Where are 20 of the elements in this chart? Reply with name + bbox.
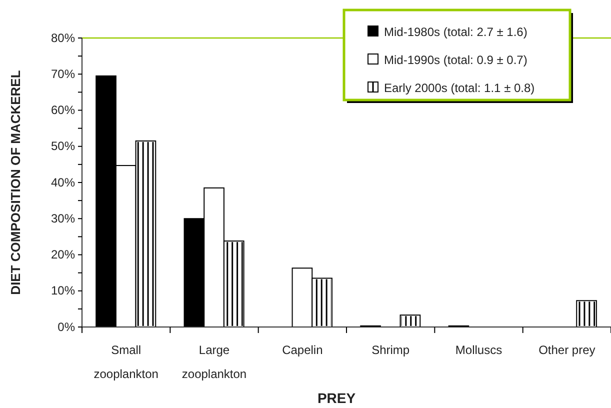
y-tick-label: 50%: [50, 139, 76, 154]
x-tick-label: Capelin: [282, 343, 323, 357]
x-tick-label: Other prey: [538, 343, 596, 357]
x-tick-label: Shrimp: [372, 343, 410, 357]
legend-label: Mid-1990s (total: 0.9 ± 0.7): [384, 53, 528, 67]
x-tick-label: Molluscs: [455, 343, 502, 357]
y-tick-label: 10%: [50, 284, 76, 298]
legend-label: Early 2000s (total: 1.1 ± 0.8): [384, 81, 535, 95]
y-tick-label: 20%: [50, 248, 76, 262]
x-axis-title: PREY: [317, 390, 356, 406]
legend-label: Mid-1980s (total: 2.7 ± 1.6): [384, 25, 528, 39]
y-tick-label: 0%: [58, 320, 76, 334]
y-tick-label: 70%: [50, 66, 76, 81]
y-tick-label: 80%: [50, 30, 76, 45]
x-tick-label: Large zooplankton: [182, 343, 247, 381]
y-tick-label: 40%: [50, 175, 76, 190]
y-axis-title: DIET COMPOSITION OF MACKEREL: [8, 70, 23, 295]
y-tick-label: 30%: [50, 211, 76, 226]
x-tick-label: Small zooplankton: [94, 343, 158, 381]
y-tick-label: 60%: [50, 103, 76, 118]
